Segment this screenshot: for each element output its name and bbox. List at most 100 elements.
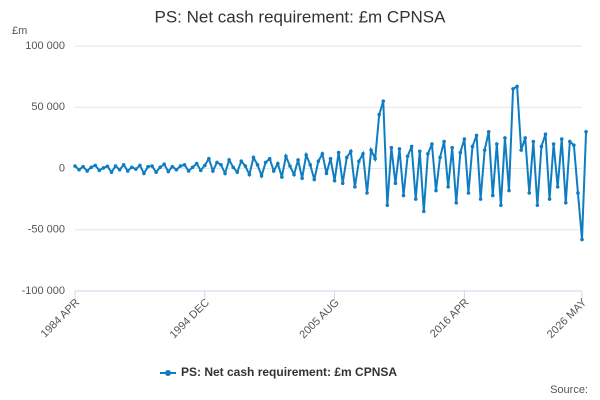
point: [101, 166, 106, 170]
y-tick-label: 0: [59, 162, 65, 174]
point: [353, 185, 357, 189]
point: [296, 158, 300, 162]
point: [182, 163, 187, 167]
point: [251, 155, 256, 160]
point: [320, 152, 325, 156]
point: [381, 99, 386, 103]
point: [397, 147, 402, 151]
point: [134, 167, 138, 171]
point: [186, 169, 191, 173]
point: [507, 188, 511, 193]
point: [223, 171, 227, 176]
point: [442, 139, 446, 144]
point: [584, 129, 588, 134]
point: [547, 197, 552, 201]
point: [328, 156, 333, 161]
point: [207, 156, 211, 161]
point: [450, 145, 455, 150]
point: [150, 164, 154, 168]
point: [129, 165, 134, 170]
x-tick-label: 1994 DEC: [168, 297, 212, 341]
point: [211, 169, 215, 173]
series-line: [74, 84, 588, 240]
point: [430, 142, 434, 146]
point: [482, 148, 487, 152]
point: [154, 170, 158, 174]
point: [308, 163, 313, 167]
point: [227, 158, 231, 162]
point: [105, 164, 110, 169]
point: [373, 156, 377, 161]
point: [158, 165, 162, 170]
point: [580, 237, 584, 242]
point: [499, 203, 503, 208]
point: [255, 163, 260, 167]
x-tick-label: 2016 APR: [428, 297, 472, 341]
point: [365, 191, 369, 195]
point: [361, 152, 365, 156]
point: [369, 148, 373, 152]
legend-label: PS: Net cash requirement: £m CPNSA: [181, 365, 397, 379]
point: [385, 203, 390, 208]
y-unit: £m: [12, 25, 27, 37]
point: [267, 156, 272, 161]
point: [389, 145, 394, 150]
point: [486, 129, 491, 134]
point: [178, 164, 183, 168]
point: [543, 132, 548, 136]
point: [417, 149, 422, 154]
point: [539, 144, 544, 149]
point: [81, 164, 85, 169]
point: [292, 172, 296, 177]
point: [511, 87, 515, 91]
point: [280, 175, 284, 179]
point: [324, 171, 329, 176]
point: [271, 169, 276, 173]
point: [85, 169, 89, 173]
point: [531, 139, 536, 144]
point: [495, 142, 499, 146]
point: [97, 168, 102, 173]
point: [263, 160, 268, 165]
point: [458, 150, 463, 155]
point: [316, 159, 321, 163]
point: [519, 148, 523, 152]
point: [215, 160, 219, 165]
point: [527, 191, 532, 195]
point: [340, 181, 345, 185]
point: [336, 150, 341, 155]
point: [231, 165, 235, 170]
point: [174, 167, 179, 172]
source: Source:: [550, 384, 588, 396]
point: [288, 164, 292, 168]
point: [235, 170, 240, 174]
point: [426, 152, 430, 156]
point: [166, 169, 171, 174]
x-tick-label: 2026 MAY: [545, 296, 590, 341]
point: [113, 164, 118, 168]
point: [393, 181, 398, 185]
point: [349, 149, 353, 154]
point: [515, 84, 519, 89]
point: [202, 163, 207, 168]
point: [142, 171, 146, 176]
legend-marker: [165, 370, 171, 376]
point: [568, 139, 572, 144]
point: [170, 164, 175, 169]
point: [413, 197, 418, 201]
point: [462, 137, 467, 141]
point: [454, 201, 459, 205]
y-tick-label: 100 000: [25, 40, 65, 52]
point: [243, 164, 248, 168]
point: [239, 159, 244, 163]
point: [409, 144, 414, 149]
point: [422, 209, 426, 214]
point: [401, 193, 406, 198]
point: [312, 177, 317, 182]
point: [434, 188, 438, 193]
point: [466, 191, 471, 195]
point: [535, 203, 540, 208]
point: [474, 133, 479, 138]
point: [490, 193, 495, 198]
